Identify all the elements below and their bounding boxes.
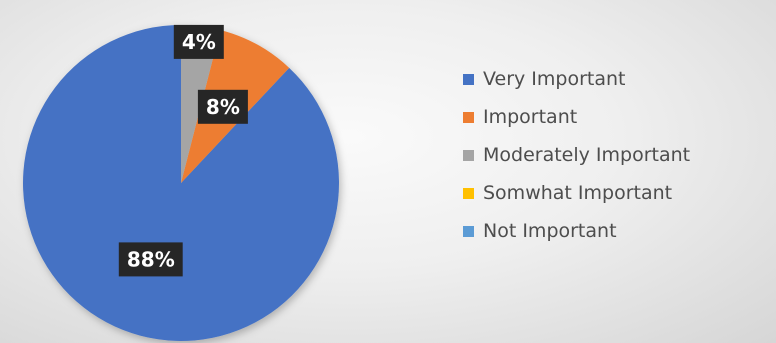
- data-label-text: 4%: [182, 30, 216, 54]
- data-label-important: 8%: [197, 89, 248, 124]
- data-label-moderately-important: 4%: [173, 24, 224, 59]
- legend-label-important: Important: [483, 106, 578, 128]
- pie-slice-very-important: [23, 25, 340, 341]
- data-label-text: 8%: [206, 95, 240, 119]
- data-label-box: [118, 242, 183, 277]
- pie-slices: [23, 25, 340, 341]
- legend-item-not-important: Not Important: [463, 212, 690, 250]
- legend-label-very-important: Very Important: [483, 68, 626, 90]
- legend-swatch-important: [463, 111, 474, 123]
- legend-swatch-moderately-important: [463, 149, 474, 161]
- data-label-text: 88%: [127, 247, 175, 271]
- legend-swatch-not-important: [463, 225, 474, 237]
- data-label-box: [173, 24, 224, 59]
- legend-item-very-important: Very Important: [463, 60, 690, 98]
- chart-legend: Very Important Important Moderately Impo…: [463, 60, 690, 250]
- legend-item-important: Important: [463, 98, 690, 136]
- legend-label-moderately-important: Moderately Important: [483, 144, 691, 166]
- legend-swatch-very-important: [463, 73, 474, 85]
- legend-item-moderately-important: Moderately Important: [463, 136, 690, 174]
- data-label-very-important: 88%: [118, 242, 183, 277]
- legend-item-somwhat-important: Somwhat Important: [463, 174, 690, 212]
- pie-data-labels: 88% 8% 4%: [118, 24, 248, 277]
- legend-label-not-important: Not Important: [483, 220, 617, 242]
- legend-swatch-somwhat-important: [463, 187, 474, 199]
- legend-label-somwhat-important: Somwhat Important: [483, 182, 673, 204]
- data-label-box: [197, 89, 248, 124]
